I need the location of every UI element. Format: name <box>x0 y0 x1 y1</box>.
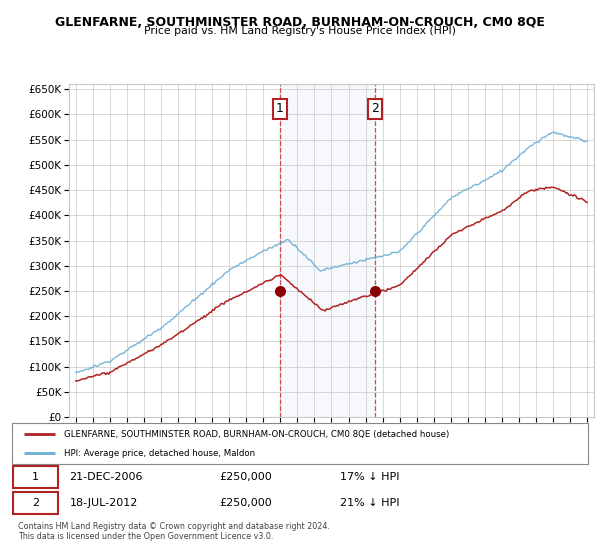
Text: 1: 1 <box>32 472 39 482</box>
FancyBboxPatch shape <box>13 466 58 488</box>
Text: GLENFARNE, SOUTHMINSTER ROAD, BURNHAM-ON-CROUCH, CM0 8QE (detached house): GLENFARNE, SOUTHMINSTER ROAD, BURNHAM-ON… <box>64 430 449 438</box>
Text: 18-JUL-2012: 18-JUL-2012 <box>70 498 138 508</box>
FancyBboxPatch shape <box>13 492 58 514</box>
Text: HPI: Average price, detached house, Maldon: HPI: Average price, detached house, Mald… <box>64 449 255 458</box>
Text: 21-DEC-2006: 21-DEC-2006 <box>70 472 143 482</box>
Text: £250,000: £250,000 <box>220 498 272 508</box>
Text: 2: 2 <box>32 498 39 508</box>
Text: 17% ↓ HPI: 17% ↓ HPI <box>340 472 400 482</box>
Text: 2: 2 <box>371 102 379 115</box>
Text: Price paid vs. HM Land Registry's House Price Index (HPI): Price paid vs. HM Land Registry's House … <box>144 26 456 36</box>
Text: £250,000: £250,000 <box>220 472 272 482</box>
Bar <box>280 84 375 417</box>
Text: Contains HM Land Registry data © Crown copyright and database right 2024.
This d: Contains HM Land Registry data © Crown c… <box>18 522 330 542</box>
Text: GLENFARNE, SOUTHMINSTER ROAD, BURNHAM-ON-CROUCH, CM0 8QE: GLENFARNE, SOUTHMINSTER ROAD, BURNHAM-ON… <box>55 16 545 29</box>
Text: 21% ↓ HPI: 21% ↓ HPI <box>340 498 400 508</box>
Text: 1: 1 <box>276 102 284 115</box>
